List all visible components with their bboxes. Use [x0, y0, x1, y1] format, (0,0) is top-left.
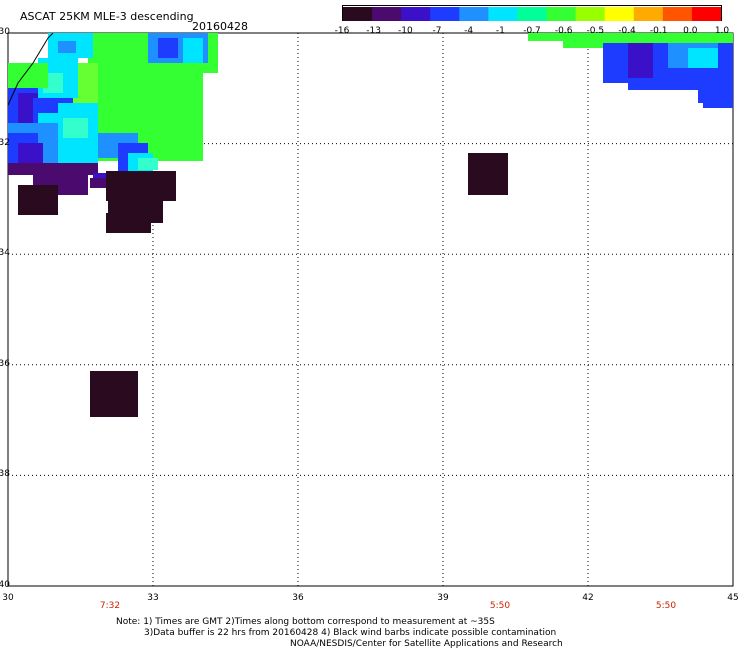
longitude-label: 36	[292, 593, 304, 603]
colorbar-tick-label: -1	[495, 26, 505, 36]
wind-cell	[8, 163, 98, 175]
colorbar-segment	[372, 7, 402, 21]
latitude-label: -32	[0, 137, 10, 148]
wind-cell	[58, 41, 76, 53]
colorbar-segment	[691, 7, 722, 21]
colorbar-segment	[517, 7, 548, 21]
latitude-label: -30	[0, 27, 10, 37]
longitude-label: 30	[2, 593, 14, 603]
wind-cell	[138, 158, 158, 170]
map-plot	[7, 32, 734, 587]
wind-cell	[688, 48, 718, 68]
latitude-label: -38	[0, 469, 10, 480]
longitude-label: 39	[437, 593, 449, 603]
wind-cell	[18, 185, 58, 215]
wind-cell	[63, 118, 88, 138]
wind-cell	[628, 78, 723, 90]
time-label: 5:50	[489, 601, 511, 611]
latitude-label: -34	[0, 248, 10, 259]
colorbar-segment	[575, 7, 606, 21]
colorbar-tick-label: -0.5	[586, 26, 605, 36]
wind-cell	[628, 43, 653, 78]
longitude-label: 45	[727, 593, 739, 603]
colorbar-segment	[459, 7, 489, 21]
wind-cell	[90, 178, 115, 188]
colorbar-gradient	[343, 7, 722, 21]
wind-cell	[468, 153, 508, 195]
note-line-2: 3)Data buffer is 22 hrs from 20160428 4)…	[144, 628, 557, 638]
wind-cell	[8, 63, 48, 88]
colorbar-segment	[546, 7, 577, 21]
colorbar-tick-label: -0.1	[649, 26, 668, 36]
colorbar-tick-label: -4	[464, 26, 474, 36]
longitude-label: 33	[147, 593, 159, 603]
latitude-label: -40	[0, 580, 10, 590]
colorbar-segment	[343, 7, 373, 21]
colorbar-segment	[662, 7, 693, 21]
colorbar-tick-label: 1.0	[714, 26, 730, 36]
wind-cell	[703, 83, 733, 108]
wind-data-cells	[8, 33, 733, 417]
wind-cell	[90, 371, 138, 417]
colorbar-segment	[401, 7, 431, 21]
plot-frame	[7, 32, 734, 587]
colorbar-segment	[430, 7, 460, 21]
time-label: 7:32	[99, 601, 121, 611]
colorbar-tick-label: -0.6	[554, 26, 573, 36]
wind-cell	[183, 38, 203, 63]
wind-cell	[158, 38, 178, 58]
wind-cell	[603, 53, 623, 83]
map-title: ASCAT 25KM MLE-3 descending	[20, 10, 194, 23]
colorbar-tick-label: -16	[334, 26, 350, 36]
colorbar-tick-label: 0.0	[683, 26, 698, 36]
wind-cell	[106, 213, 151, 233]
latitude-label: -36	[0, 358, 10, 369]
colorbar-tick-label: -13	[366, 26, 382, 36]
colorbar-tick-label: -0.7	[523, 26, 541, 36]
colorbar-tick-label: -7	[432, 26, 442, 36]
wind-cell	[528, 33, 568, 41]
colorbar-tick-label: -10	[397, 26, 413, 36]
note-line-1: Note: 1) Times are GMT 2)Times along bot…	[116, 617, 495, 627]
time-label: 5:50	[655, 601, 677, 611]
colorbar-tick-label: -0.4	[618, 26, 636, 36]
colorbar-segment	[633, 7, 664, 21]
colorbar-segment	[604, 7, 635, 21]
colorbar-segment	[488, 7, 518, 21]
longitude-label: 42	[582, 593, 594, 603]
note-line-3: NOAA/NESDIS/Center for Satellite Applica…	[290, 639, 563, 649]
map-date: 20160428	[192, 20, 248, 33]
coastline	[7, 32, 54, 106]
colorbar	[342, 5, 722, 21]
